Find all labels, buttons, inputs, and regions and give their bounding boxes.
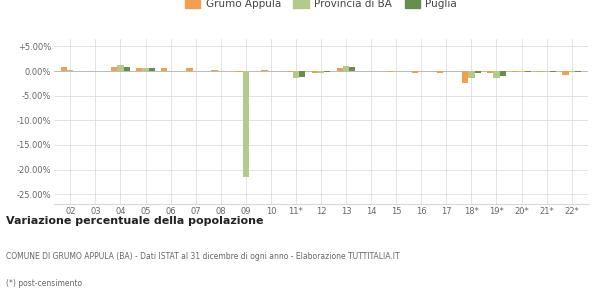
Bar [211, 70, 218, 71]
Bar [475, 71, 481, 74]
Bar [575, 71, 581, 72]
Bar [136, 68, 142, 71]
Bar [324, 71, 331, 73]
Bar [487, 71, 493, 74]
Bar [518, 71, 524, 72]
Bar [569, 71, 575, 72]
Bar [287, 71, 293, 73]
Bar [262, 70, 268, 71]
Bar [149, 68, 155, 71]
Bar [500, 71, 506, 76]
Bar [544, 71, 550, 72]
Text: Variazione percentuale della popolazione: Variazione percentuale della popolazione [6, 216, 263, 226]
Bar [337, 68, 343, 71]
Bar [524, 71, 531, 72]
Bar [193, 70, 199, 71]
Bar [299, 71, 305, 77]
Bar [86, 70, 92, 71]
Bar [512, 71, 518, 73]
Bar [368, 70, 374, 71]
Bar [468, 71, 475, 78]
Bar [61, 67, 67, 71]
Bar [186, 68, 193, 71]
Bar [92, 70, 98, 71]
Bar [437, 71, 443, 74]
Bar [343, 66, 349, 71]
Bar [550, 71, 556, 72]
Bar [142, 68, 149, 71]
Bar [124, 67, 130, 71]
Bar [374, 70, 380, 71]
Bar [349, 67, 355, 71]
Bar [174, 70, 180, 71]
Legend: Grumo Appula, Provincia di BA, Puglia: Grumo Appula, Provincia di BA, Puglia [181, 0, 461, 13]
Bar [412, 71, 418, 74]
Bar [242, 71, 249, 177]
Bar [318, 71, 324, 74]
Bar [462, 71, 468, 83]
Bar [562, 71, 569, 75]
Bar [67, 70, 73, 71]
Bar [274, 70, 280, 71]
Text: COMUNE DI GRUMO APPULA (BA) - Dati ISTAT al 31 dicembre di ogni anno - Elaborazi: COMUNE DI GRUMO APPULA (BA) - Dati ISTAT… [6, 252, 400, 261]
Bar [118, 65, 124, 71]
Bar [161, 68, 167, 71]
Bar [293, 71, 299, 78]
Bar [493, 71, 500, 78]
Bar [167, 70, 174, 71]
Bar [311, 71, 318, 74]
Bar [199, 70, 205, 71]
Text: (*) post-censimento: (*) post-censimento [6, 279, 82, 288]
Bar [111, 67, 118, 71]
Bar [268, 70, 274, 71]
Bar [537, 71, 544, 72]
Bar [73, 70, 80, 71]
